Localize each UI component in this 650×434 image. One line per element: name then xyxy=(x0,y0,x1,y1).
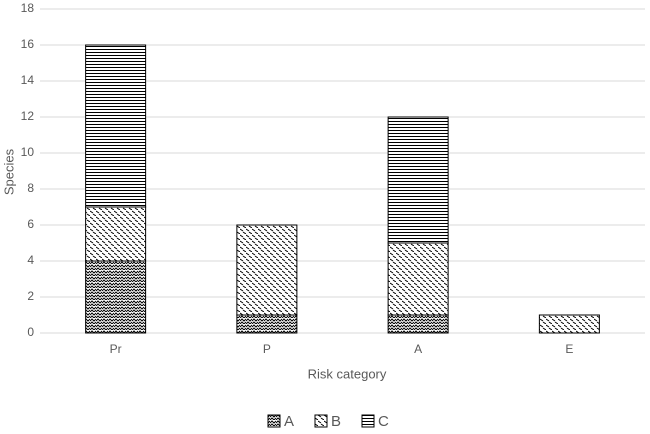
bar-segment xyxy=(85,44,147,208)
legend-label: A xyxy=(284,413,294,430)
legend-swatch xyxy=(361,414,375,428)
x-tick-label: Pr xyxy=(110,342,122,356)
y-tick-label: 16 xyxy=(21,37,35,51)
x-tick-label: A xyxy=(414,342,422,356)
y-tick-label: 14 xyxy=(21,73,35,87)
bar-segment xyxy=(387,242,449,316)
y-tick-label: 2 xyxy=(27,289,34,303)
bar-segment xyxy=(85,206,147,262)
y-axis-title: Species xyxy=(1,148,16,195)
y-tick-label: 8 xyxy=(27,181,34,195)
bar-segment xyxy=(236,314,298,334)
y-tick-label: 18 xyxy=(21,1,35,15)
bar-segment xyxy=(236,224,298,316)
legend-swatch xyxy=(314,414,328,428)
y-tick-label: 0 xyxy=(27,325,34,339)
y-tick-label: 4 xyxy=(27,253,34,267)
bar-segment xyxy=(387,314,449,334)
x-tick-label: E xyxy=(565,342,573,356)
y-tick-label: 6 xyxy=(27,217,34,231)
legend-label: C xyxy=(378,413,389,430)
y-tick-label: 10 xyxy=(21,145,35,159)
legend: A B C xyxy=(267,413,389,430)
legend-swatch xyxy=(267,414,281,428)
bar-segment xyxy=(538,314,600,334)
x-tick-label: P xyxy=(263,342,271,356)
x-axis-title: Risk category xyxy=(308,366,387,381)
bar-segment xyxy=(387,116,449,244)
legend-label: B xyxy=(331,413,341,430)
bar-segment xyxy=(85,260,147,334)
y-tick-label: 12 xyxy=(21,109,35,123)
